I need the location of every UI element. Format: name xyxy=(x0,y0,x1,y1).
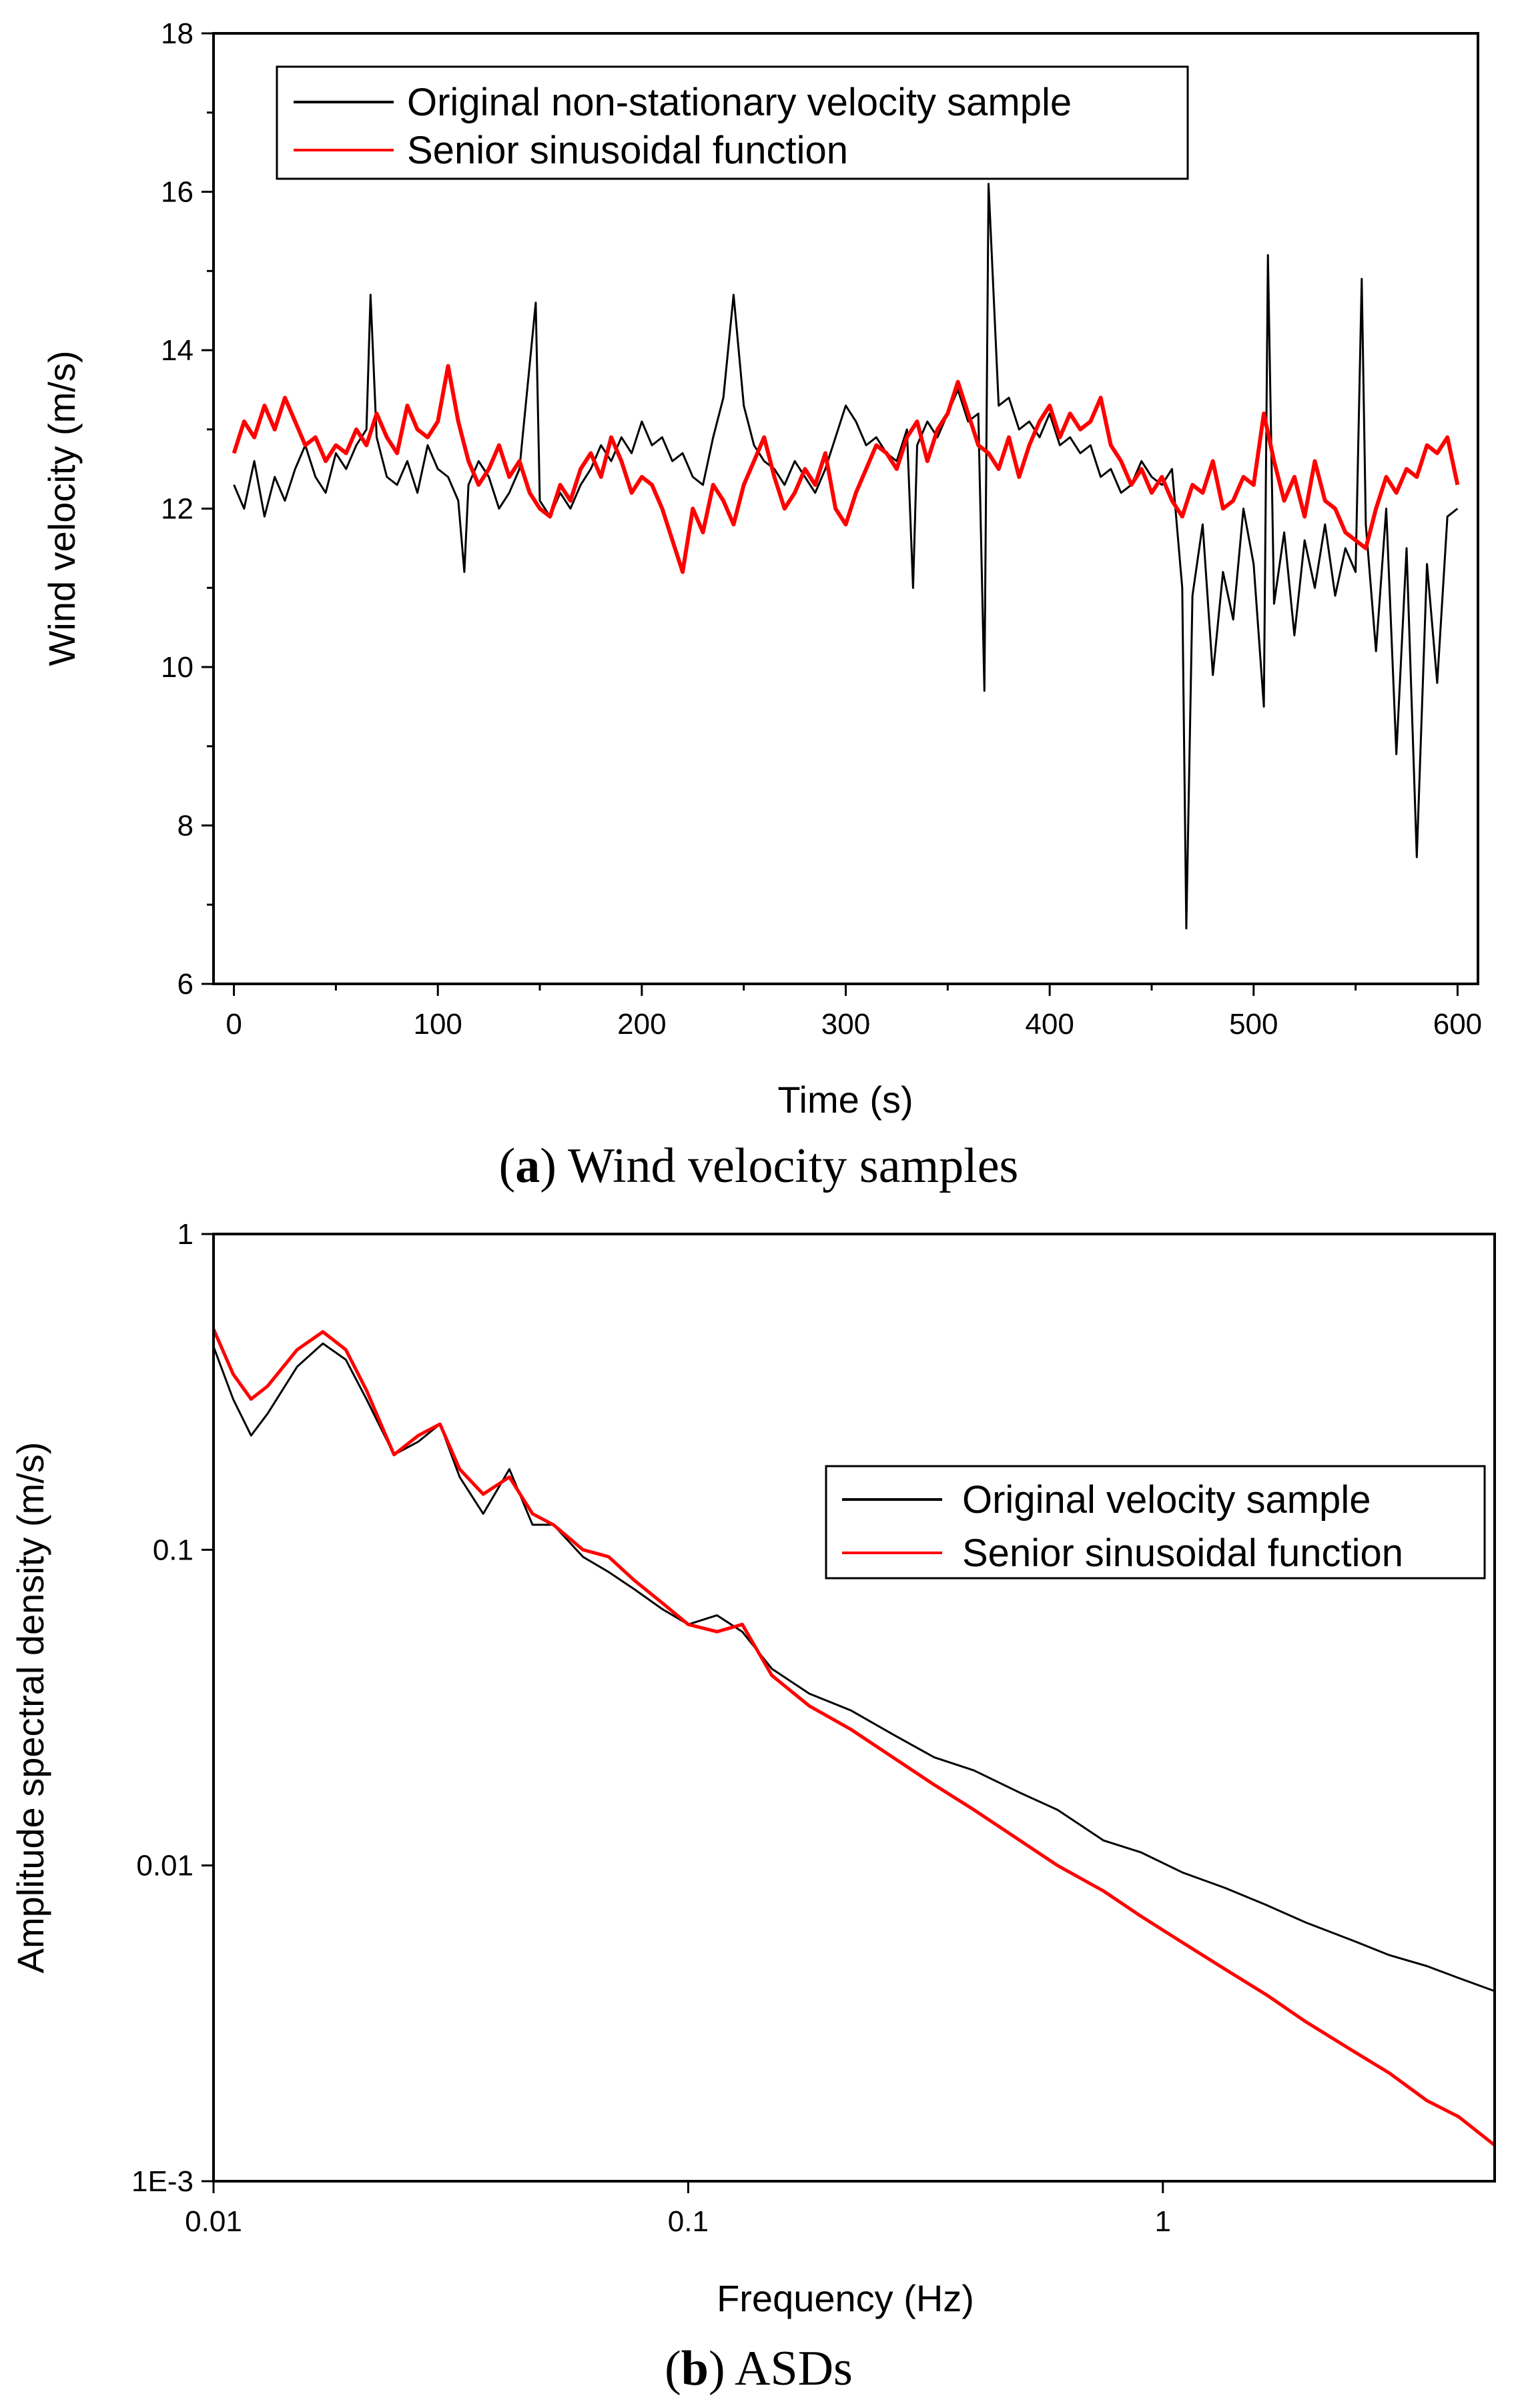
panel-a-legend-box xyxy=(276,65,1189,180)
panel-b-x-tick-label: 0.1 xyxy=(668,2205,709,2238)
panel-a-x-tick-label: 200 xyxy=(617,1008,666,1041)
caption-b-open-paren: ( xyxy=(665,2341,681,2396)
panel-b-legend-label-original: Original velocity sample xyxy=(962,1478,1371,1522)
panel-a-y-tick-label: 10 xyxy=(161,651,194,684)
panel-b-caption: (b) ASDs xyxy=(665,2341,853,2396)
panel-a-y-axis-title: Wind velocity (m/s) xyxy=(41,351,83,666)
panel-b-x-tick-label: 0.01 xyxy=(185,2205,242,2238)
panel-a-y-tick-label: 12 xyxy=(161,493,194,526)
panel-a-x-tick-label: 100 xyxy=(413,1008,462,1041)
panel-a-legend-label-original: Original non-stationary velocity sample xyxy=(407,81,1072,124)
panel-a-y-tick-label: 8 xyxy=(177,810,194,842)
caption-a-label: a xyxy=(515,1139,540,1193)
panel-a-x-tick-label: 300 xyxy=(821,1008,870,1041)
panel-a-caption: (a) Wind velocity samples xyxy=(499,1139,1019,1193)
panel-a-x-tick-label: 400 xyxy=(1025,1008,1074,1041)
panel-a-y-tick-label: 14 xyxy=(161,334,194,367)
panel-b-asds: 0.01 0.1 1 1E-3 0.01 0.1 1 Frequency (Hz) Amp… xyxy=(9,1218,1496,2396)
panel-a-y-tick-label: 16 xyxy=(161,176,194,209)
panel-b-legend-label-sinusoidal: Senior sinusoidal function xyxy=(962,1532,1403,1575)
panel-b-plot-frame xyxy=(212,1233,1496,2183)
panel-a-series-sinusoidal-line xyxy=(232,364,1460,574)
panel-a-series-original-line xyxy=(233,183,1459,930)
panel-b-y-tick-label: 0.01 xyxy=(136,1850,194,1882)
caption-a-text: Wind velocity samples xyxy=(556,1139,1018,1193)
panel-a-x-tick-label: 600 xyxy=(1433,1008,1482,1041)
panel-a-x-axis-title: Time (s) xyxy=(777,1079,913,1121)
panel-b-y-tick-label: 0.1 xyxy=(153,1534,194,1566)
panel-a-y-tick-label: 18 xyxy=(161,17,194,50)
panel-b-y-tick-label: 1 xyxy=(177,1218,194,1251)
panel-b-series-original-line xyxy=(212,1342,1495,1992)
caption-b-label: b xyxy=(681,2341,709,2396)
panel-a-legend-label-sinusoidal: Senior sinusoidal function xyxy=(407,129,848,172)
panel-b-y-axis-title: Amplitude spectral density (m/s) xyxy=(9,1442,51,1974)
panel-a-legend: Original non-stationary velocity sample … xyxy=(276,65,1189,180)
panel-a-x-tick-label: 500 xyxy=(1229,1008,1278,1041)
caption-b-text: ASDs xyxy=(725,2341,853,2396)
panel-b-legend: Original velocity sample Senior sinusoid… xyxy=(825,1465,1486,1580)
panel-b-legend-box xyxy=(825,1465,1486,1580)
panel-b-series-sinusoidal-line xyxy=(212,1328,1496,2147)
caption-a-open-paren: ( xyxy=(499,1139,516,1193)
panel-b-x-tick-label: 1 xyxy=(1155,2205,1171,2238)
panel-a-y-tick-label: 6 xyxy=(177,968,194,1001)
caption-b-close-paren: ) xyxy=(709,2341,725,2396)
panel-a-x-tick-label: 0 xyxy=(226,1008,242,1041)
panel-a-wind-velocity: 0 100 200 300 400 500 600 6 8 10 12 14 16 18 Time (s… xyxy=(41,17,1482,1193)
caption-a-close-paren: ) xyxy=(540,1139,556,1193)
panel-b-y-tick-label: 1E-3 xyxy=(131,2165,194,2198)
panel-b-x-axis-title: Frequency (Hz) xyxy=(717,2277,974,2319)
